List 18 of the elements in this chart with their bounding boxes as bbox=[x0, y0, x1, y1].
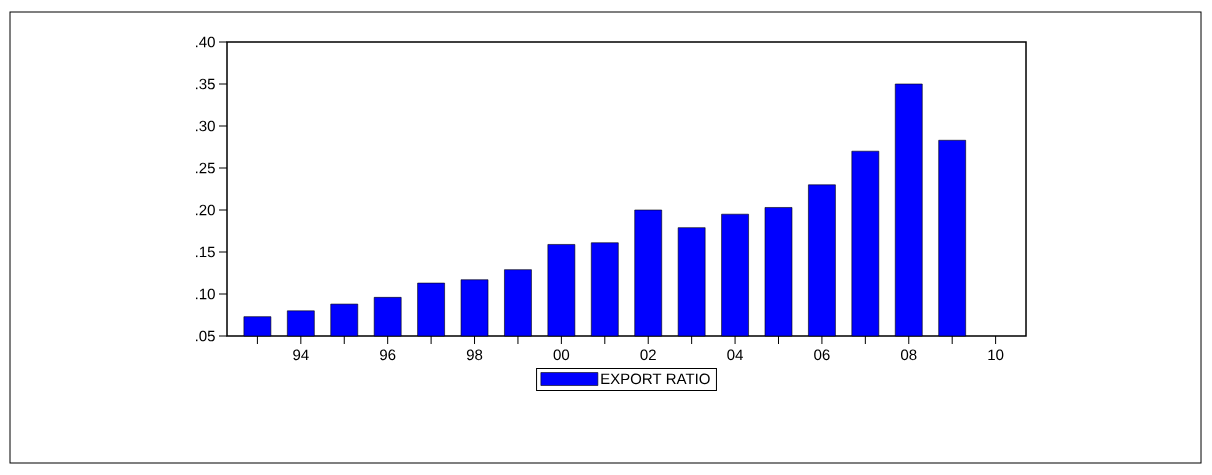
x-tick-label: 04 bbox=[727, 349, 743, 361]
y-tick-label: .30 bbox=[195, 120, 215, 132]
y-tick-label: .15 bbox=[195, 246, 215, 258]
y-tick-label: .05 bbox=[195, 330, 215, 342]
x-tick-label: 06 bbox=[814, 349, 830, 361]
legend-label: EXPORT RATIO bbox=[601, 373, 710, 385]
x-tick-label: 08 bbox=[901, 349, 917, 361]
x-tick-label: 94 bbox=[293, 349, 309, 361]
x-tick-label: 00 bbox=[553, 349, 570, 361]
y-tick-label: .35 bbox=[195, 78, 215, 90]
x-tick-label: 10 bbox=[988, 349, 1004, 361]
y-tick-label: .20 bbox=[195, 204, 215, 216]
y-tick-label: .40 bbox=[195, 36, 215, 48]
y-tick-label: .25 bbox=[195, 162, 215, 174]
x-tick-label: 02 bbox=[640, 349, 656, 361]
x-tick-label: 96 bbox=[380, 349, 396, 361]
y-tick-label: .10 bbox=[195, 288, 215, 300]
x-tick-label: 98 bbox=[466, 349, 483, 361]
